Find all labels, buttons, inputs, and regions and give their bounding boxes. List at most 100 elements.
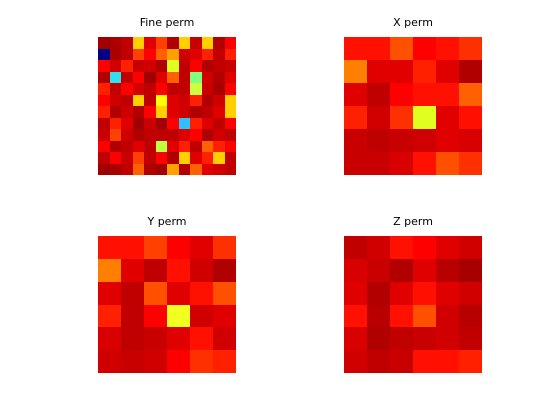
heatmap-cell <box>436 350 459 373</box>
heatmap-cell <box>390 106 413 129</box>
heatmap-cell <box>213 60 225 72</box>
heatmap-cell <box>190 94 202 106</box>
heatmap-cell <box>155 152 167 164</box>
heatmap-cell <box>155 60 167 72</box>
heatmap-cell <box>121 117 133 129</box>
heatmap-cell <box>190 129 202 141</box>
heatmap-cell <box>155 106 167 118</box>
heatmap-cell <box>167 106 179 118</box>
heatmap-cell <box>144 304 167 328</box>
heatmap-cell <box>436 37 459 60</box>
heatmap-cell <box>390 152 413 175</box>
heatmap-cell <box>132 117 144 129</box>
heatmap-cell <box>155 48 167 60</box>
heatmap-cell <box>459 258 482 282</box>
heatmap-cell <box>459 350 482 373</box>
heatmap-cell <box>190 106 202 118</box>
heatmap-cell <box>178 60 190 72</box>
heatmap-cell <box>213 327 236 351</box>
heatmap-cell <box>109 94 121 106</box>
heatmap-cell <box>190 83 202 95</box>
heatmap-cell <box>121 129 133 141</box>
heatmap-cell <box>459 236 482 259</box>
heatmap-cell <box>213 258 236 282</box>
heatmap-cell <box>390 129 413 152</box>
heatmap-cell <box>167 281 190 305</box>
heatmap-cell <box>155 163 167 175</box>
heatmap-cell <box>178 71 190 83</box>
heatmap-cell <box>121 350 144 373</box>
heatmap-cell <box>190 152 202 164</box>
heatmap-cell <box>190 60 202 72</box>
heatmap-cell <box>224 48 236 60</box>
heatmap-cell <box>144 83 156 95</box>
heatmap-cell <box>213 304 236 328</box>
chart-title: X perm <box>393 16 433 29</box>
heatmap-panel-z-perm: Z perm <box>344 215 482 373</box>
heatmap-cell <box>213 71 225 83</box>
heatmap-cell <box>144 94 156 106</box>
heatmap-cell <box>132 106 144 118</box>
heatmap-cell <box>109 152 121 164</box>
heatmap-cell <box>390 327 413 351</box>
heatmap-cell <box>459 106 482 129</box>
heatmap-cell <box>167 60 179 72</box>
heatmap-cell <box>213 163 225 175</box>
heatmap-cell <box>109 48 121 60</box>
heatmap-cell <box>344 83 367 106</box>
heatmap-cell <box>178 48 190 60</box>
heatmap-grid <box>344 236 482 373</box>
heatmap-cell <box>390 350 413 373</box>
heatmap-cell <box>167 327 190 351</box>
heatmap-cell <box>344 37 367 60</box>
heatmap-cell <box>436 83 459 106</box>
heatmap-cell <box>167 152 179 164</box>
heatmap-cell <box>436 236 459 259</box>
heatmap-cell <box>144 350 167 373</box>
heatmap-cell <box>121 106 133 118</box>
heatmap-cell <box>436 129 459 152</box>
heatmap-cell <box>167 140 179 152</box>
heatmap-cell <box>413 106 436 129</box>
heatmap-cell <box>167 163 179 175</box>
heatmap-cell <box>190 350 213 373</box>
heatmap-cell <box>190 327 213 351</box>
chart-title: Fine perm <box>139 16 195 29</box>
heatmap-panel-fine-perm: Fine perm <box>98 16 236 175</box>
heatmap-cell <box>190 281 213 305</box>
heatmap-cell <box>144 140 156 152</box>
heatmap-panel-y-perm: Y perm <box>98 215 236 373</box>
heatmap-cell <box>132 94 144 106</box>
heatmap-cell <box>413 236 436 259</box>
heatmap-cell <box>459 129 482 152</box>
heatmap-cell <box>201 140 213 152</box>
heatmap-cell <box>109 71 121 83</box>
heatmap-cell <box>224 71 236 83</box>
heatmap-cell <box>132 60 144 72</box>
heatmap-cell <box>413 304 436 328</box>
heatmap-cell <box>121 304 144 328</box>
heatmap-cell <box>98 327 121 351</box>
heatmap-cell <box>132 48 144 60</box>
heatmap-cell <box>459 60 482 83</box>
heatmap-cell <box>367 37 390 60</box>
heatmap-cell <box>390 258 413 282</box>
heatmap-cell <box>367 60 390 83</box>
heatmap-cell <box>201 60 213 72</box>
heatmap-cell <box>98 140 110 152</box>
heatmap-cell <box>132 37 144 49</box>
heatmap-cell <box>98 37 110 49</box>
heatmap-cell <box>213 140 225 152</box>
heatmap-cell <box>155 94 167 106</box>
heatmap-cell <box>367 236 390 259</box>
heatmap-cell <box>98 106 110 118</box>
heatmap-cell <box>459 152 482 175</box>
heatmap-cell <box>344 258 367 282</box>
heatmap-cell <box>224 140 236 152</box>
heatmap-cell <box>224 83 236 95</box>
heatmap-cell <box>190 117 202 129</box>
heatmap-cell <box>144 152 156 164</box>
heatmap-cell <box>144 163 156 175</box>
heatmap-cell <box>390 60 413 83</box>
heatmap-cell <box>367 106 390 129</box>
